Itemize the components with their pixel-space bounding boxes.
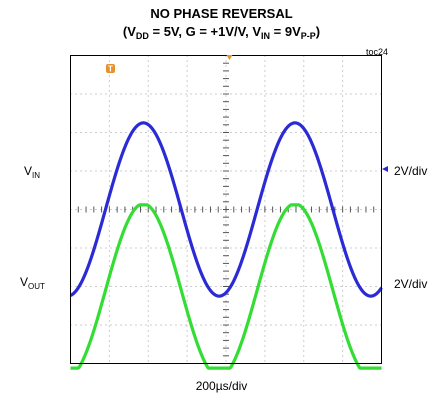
chart-subtitle: (VDD = 5V, G = +1V/V, VIN = 9VP-P) <box>0 24 443 44</box>
subtitle-mid-1: = 5V, G = +1V/V, V <box>148 24 262 39</box>
chart-title: NO PHASE REVERSAL <box>150 6 293 21</box>
trigger-position-icon <box>226 55 233 60</box>
channel-2-scale: 2V/div <box>394 277 428 291</box>
center-axis-ticks <box>70 55 382 364</box>
channel-1-ground-icon <box>382 166 388 172</box>
subtitle-mid-2: = 9V <box>270 24 301 39</box>
channel-1-trace <box>69 121 383 298</box>
subtitle-sub-pp: P-P <box>300 31 316 41</box>
channel-2-trace <box>69 203 383 370</box>
grid <box>70 55 382 364</box>
trigger-marker-icon: T <box>106 64 115 74</box>
subtitle-close: ) <box>315 24 321 39</box>
channel-2-label: VOUT <box>20 275 45 291</box>
doc-id: toc24 <box>366 47 389 57</box>
trigger-marker-letter: T <box>108 65 113 74</box>
subtitle-open: (V <box>122 24 136 39</box>
channel-1-label: VIN <box>24 164 41 180</box>
subtitle-sub-in: IN <box>261 31 271 41</box>
traces <box>69 121 383 370</box>
plot-frame <box>70 55 382 364</box>
x-axis-label: 200µs/div <box>195 379 248 393</box>
channel-1-scale: 2V/div <box>394 164 428 178</box>
subtitle-sub-dd: DD <box>135 31 149 41</box>
